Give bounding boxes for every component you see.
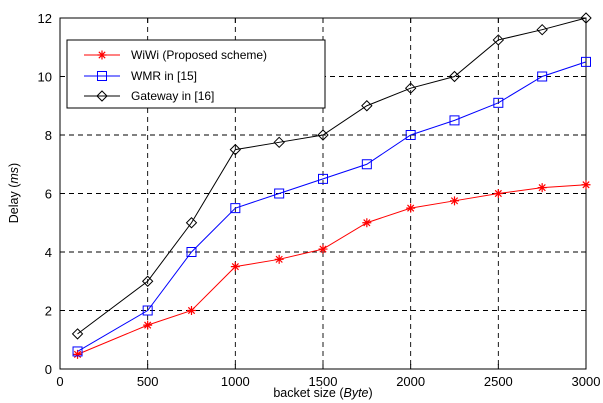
data-point-wmr [230,203,241,214]
data-point-wmr [537,71,548,82]
x-tick-label: 2500 [484,374,513,389]
data-point-wmr [274,188,285,199]
legend-marker-wiwi [97,50,107,60]
x-tick-label: 500 [137,374,159,389]
x-tick-label: 0 [56,374,63,389]
x-tick-label: 1500 [309,374,338,389]
legend: WiWi (Proposed scheme) WMR in [15] Gatew… [66,39,326,109]
series-layer [71,12,592,359]
data-point-gateway [536,23,548,36]
data-point-wiwi [493,189,503,198]
series-gateway [71,12,592,340]
data-point-wmr [318,173,328,184]
data-point-gateway [71,328,84,340]
data-point-wiwi [450,196,459,206]
y-tick-label: 2 [45,304,52,319]
x-tick-label: 3000 [572,374,601,389]
data-point-gateway [317,129,329,141]
data-point-wmr [186,247,197,257]
legend-marker-gateway [96,90,108,102]
series-line-wiwi [77,184,587,355]
y-tick-label: 10 [38,70,52,85]
data-point-wmr [405,130,416,140]
data-point-wiwi [73,349,83,359]
data-point-gateway [229,143,242,156]
data-point-gateway [492,34,505,46]
data-point-wiwi [187,306,196,315]
x-tick-label: 1000 [221,374,250,389]
data-point-wmr [581,56,591,67]
series-line-gateway [77,17,587,335]
data-point-wiwi [362,218,372,228]
series-line-wmr [77,61,587,352]
legend-label-gateway: Gateway in [16] [131,89,214,103]
legend-marker-gateway-symbol [96,90,108,102]
series-wmr [72,56,591,357]
legend-label-wiwi: WiWi (Proposed scheme) [131,48,267,62]
data-point-wiwi [581,180,591,190]
data-point-wmr [493,97,504,108]
data-point-wiwi [143,320,153,330]
data-point-gateway [361,100,373,112]
data-point-wmr [142,305,153,316]
legend-box [66,39,326,109]
y-tick-label: 12 [38,11,52,26]
data-point-wiwi [230,262,240,272]
axis-ticks: 0 500 1000 1500 2000 2500 3000 0 2 4 6 8 10 12 [38,11,601,389]
data-point-gateway [273,136,285,149]
y-tick-label: 4 [45,245,52,260]
data-point-gateway [141,275,154,287]
data-point-wmr [361,159,372,170]
y-tick-label: 8 [45,128,52,143]
data-point-wiwi [537,183,547,193]
data-point-wiwi [318,244,328,254]
data-point-wiwi [406,203,416,213]
y-axis-label: Delay (ms) [7,163,21,223]
series-wiwi [73,180,591,359]
data-point-wiwi [274,254,284,264]
legend-marker-wmr [97,71,107,81]
legend-marker-wiwi-symbol [97,50,107,60]
data-point-gateway [580,12,592,24]
x-tick-label: 2000 [396,374,425,389]
data-point-gateway [185,217,198,229]
legend-marker-wmr-symbol [97,71,107,81]
y-tick-label: 0 [45,362,52,377]
data-point-gateway [448,70,461,83]
legend-label-wmr: WMR in [15] [131,69,197,83]
y-tick-label: 6 [45,187,52,202]
data-point-gateway [404,82,417,94]
data-point-wmr [72,346,83,357]
x-axis-label: backet size (Byte) [273,386,372,400]
data-point-wmr [449,115,460,126]
